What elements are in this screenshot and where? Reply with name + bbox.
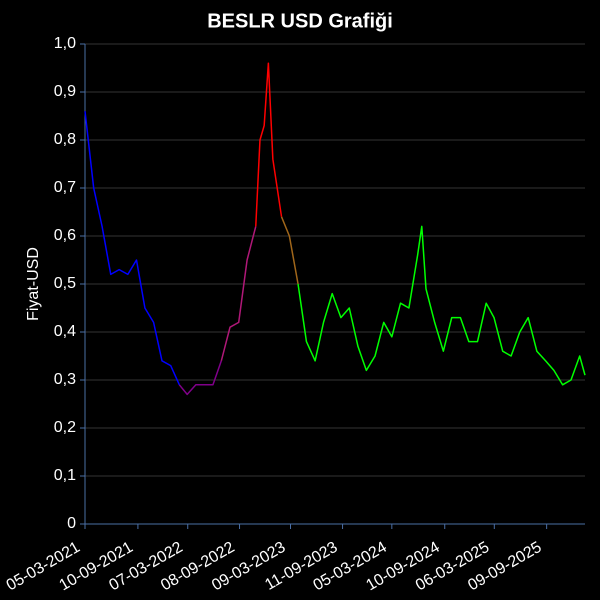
y-tick-label: 0,5 [54,275,76,292]
y-tick-label: 1,0 [54,35,76,52]
y-tick-label: 0 [67,515,76,532]
y-tick-label: 0,4 [54,323,76,340]
y-tick-label: 0,2 [54,419,76,436]
price-line [280,216,299,285]
price-line [84,111,181,386]
y-tick-label: 0,9 [54,83,76,100]
price-line [220,226,257,361]
y-tick-label: 0,1 [54,467,76,484]
y-tick-label: 0,6 [54,227,76,244]
price-line [297,225,586,386]
price-line [255,62,283,227]
y-tick-label: 0,8 [54,131,76,148]
y-tick-label: 0,3 [54,371,76,388]
y-tick-label: 0,7 [54,179,76,196]
price-line [178,360,223,396]
chart-title: BESLR USD Grafiği [207,10,393,32]
y-axis-label: Fiyat-USD [25,247,42,321]
